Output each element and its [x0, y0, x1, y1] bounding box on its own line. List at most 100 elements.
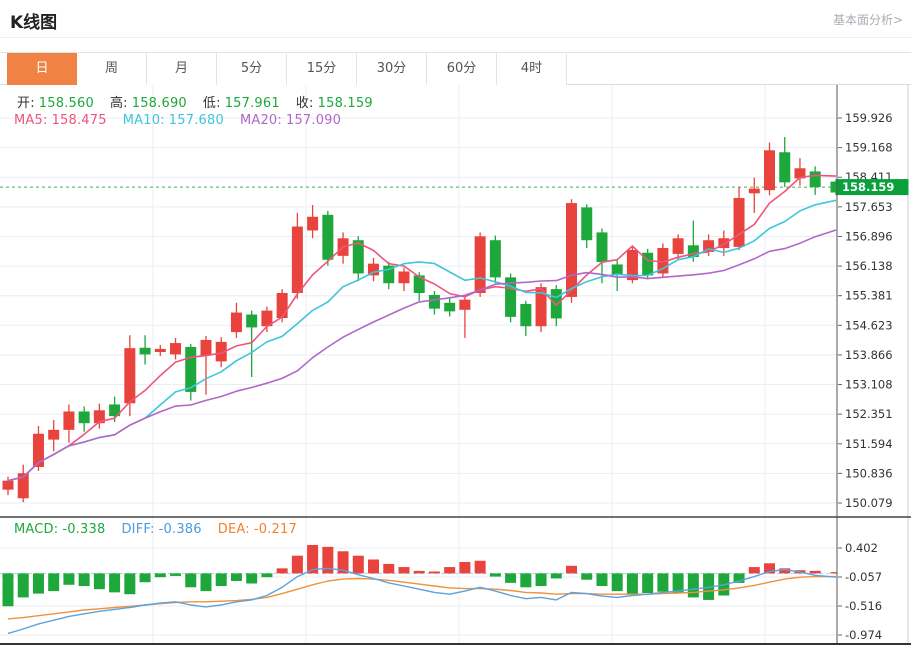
candle-body — [352, 240, 364, 274]
macd-bar — [581, 573, 593, 580]
macd-bar — [337, 551, 349, 574]
candle-body — [764, 150, 775, 191]
candle-body — [550, 289, 562, 319]
ma5-line — [7, 174, 837, 482]
candle-body — [611, 264, 623, 275]
candle-body — [368, 263, 380, 276]
ohlc-readout: 开: 158.560 高: 158.690 低: 157.961 收: 158.159 — [17, 92, 389, 111]
price-axis-label: 159.926 — [845, 111, 893, 125]
plot-layer — [0, 137, 837, 635]
macd-bar — [48, 573, 60, 592]
candle-body — [459, 299, 471, 310]
macd-bar — [291, 555, 303, 574]
candle-body — [383, 265, 395, 284]
kline-chart-svg[interactable]: 159.926159.168158.411157.653156.896156.1… — [0, 85, 911, 650]
tab-interval-5[interactable]: 15分 — [287, 53, 357, 85]
macd-bar — [124, 573, 136, 595]
tab-interval-6[interactable]: 30分 — [357, 53, 427, 85]
candle-body — [109, 404, 121, 417]
tab-interval-4[interactable]: 5分 — [217, 53, 287, 85]
macd-bar — [154, 573, 166, 578]
macd-bar — [474, 560, 486, 574]
header: K线图 基本面分析> — [0, 0, 911, 38]
macd-bar — [63, 573, 75, 585]
macd-bar — [276, 568, 288, 574]
diff-line — [7, 567, 837, 635]
macd-bar — [535, 573, 547, 587]
indicator-label: 低: — [202, 96, 221, 111]
candle-body — [185, 346, 197, 392]
indicator-value: 158.475 — [51, 113, 107, 128]
macd-bar — [215, 573, 227, 587]
indicator-label: 收: — [295, 96, 314, 111]
candle-body — [154, 348, 166, 353]
candle-body — [170, 343, 182, 355]
candle-body — [215, 341, 227, 362]
tab-interval-7[interactable]: 60分 — [427, 53, 497, 85]
current-price-badge-text: 158.159 — [842, 180, 894, 194]
macd-bar — [779, 568, 791, 574]
tab-interval-2[interactable]: 周 — [77, 53, 147, 85]
macd-bar — [246, 573, 258, 584]
tab-interval-3[interactable]: 月 — [147, 53, 217, 85]
candle-body — [809, 171, 821, 188]
macd-bar — [230, 573, 242, 581]
candle-body — [505, 277, 517, 317]
macd-axis-label: -0.057 — [845, 570, 882, 584]
macd-bar — [322, 546, 334, 574]
indicator-value: 157.680 — [168, 113, 224, 128]
candle-body — [413, 275, 425, 294]
macd-bar — [109, 573, 121, 593]
macd-bar — [672, 573, 684, 593]
macd-bar — [657, 573, 669, 592]
macd-bar — [596, 573, 608, 587]
macd-bar — [550, 573, 562, 579]
macd-bar — [764, 563, 775, 574]
macd-bar — [444, 567, 456, 574]
candle-body — [703, 240, 715, 252]
price-axis-label: 151.594 — [845, 437, 893, 451]
indicator-label: MA10: — [122, 113, 165, 128]
candle-body — [489, 240, 501, 278]
candle-body — [596, 232, 608, 263]
candle-body — [428, 294, 440, 309]
price-axis-label: 153.866 — [845, 348, 893, 362]
candle-body — [748, 188, 760, 194]
candle-body — [398, 271, 410, 284]
macd-bar — [398, 567, 410, 574]
macd-bar — [830, 572, 837, 574]
macd-bar — [200, 573, 212, 592]
indicator-value: -0.386 — [158, 522, 202, 537]
candle-body — [93, 410, 105, 424]
price-axis-label: 150.079 — [845, 496, 893, 510]
candle-body — [520, 303, 532, 327]
price-axis-label: 157.653 — [845, 200, 893, 214]
price-axis-label: 155.381 — [845, 289, 893, 303]
candle-body — [291, 226, 303, 294]
macd-bar — [566, 565, 578, 574]
macd-bar — [78, 573, 90, 587]
macd-bar — [489, 573, 501, 577]
ma-readout: MA5: 158.475 MA10: 157.680 MA20: 157.090 — [14, 113, 357, 128]
macd-bar — [17, 573, 29, 598]
current-price-badge — [837, 179, 909, 196]
macd-bar — [459, 562, 471, 574]
price-axis-label: 152.351 — [845, 407, 893, 421]
macd-bar — [307, 544, 319, 574]
indicator-value: 157.961 — [224, 96, 280, 111]
tab-interval-8[interactable]: 4时 — [497, 53, 567, 85]
macd-bar — [2, 573, 14, 607]
indicator-label: MA20: — [239, 113, 282, 128]
fundamental-analysis-link[interactable]: 基本面分析> — [832, 13, 903, 27]
chart-area: 159.926 159.168 158.411 157.653 156.896 156.1… — [0, 85, 911, 650]
candle-body — [642, 252, 654, 276]
indicator-value: 158.159 — [317, 96, 373, 111]
indicator-label: DEA: — [217, 522, 250, 537]
macd-bar — [139, 573, 151, 583]
macd-bar — [352, 555, 364, 574]
tab-interval-1[interactable]: 日 — [7, 53, 77, 85]
macd-bar — [809, 570, 821, 574]
indicator-value: -0.217 — [253, 522, 297, 537]
macd-bar — [611, 573, 623, 592]
